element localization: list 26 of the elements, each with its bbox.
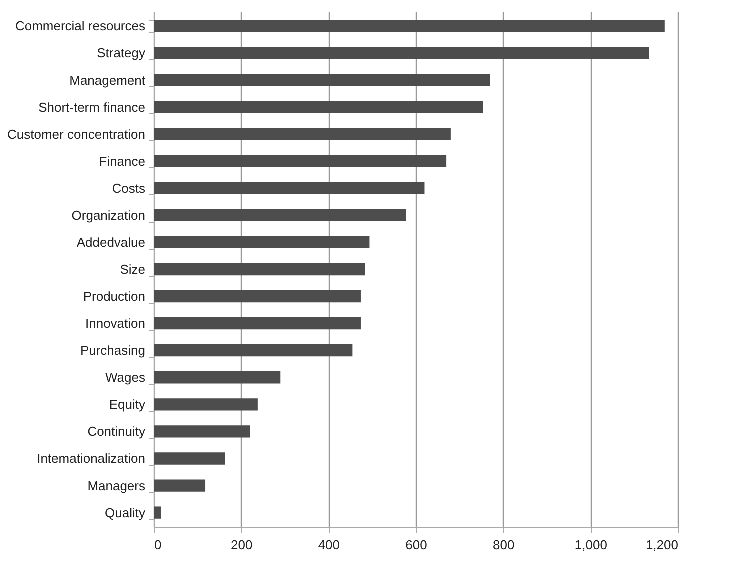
y-tick-label: Costs (112, 180, 146, 196)
x-tick-label: 0 (154, 538, 162, 552)
x-tick-label: 800 (492, 538, 515, 552)
y-tick-label: Intemationalization (37, 451, 146, 466)
y-tick-label: Size (120, 262, 146, 277)
y-tick-label: Quality (105, 505, 146, 520)
y-tick-label: Finance (99, 154, 146, 169)
y-tick-label: Addedvalue (76, 234, 146, 250)
y-tick-label: Continuity (88, 424, 146, 440)
y-tick-label: Managers (88, 478, 146, 494)
y-tick-label: Customer concentration (7, 126, 146, 142)
x-tick-label: 600 (406, 538, 428, 552)
x-tick-label: 200 (230, 538, 253, 552)
y-tick-label: Equity (109, 397, 146, 412)
x-tick-label: 1,200 (646, 538, 678, 552)
y-tick-label: Commercial resources (15, 18, 146, 34)
y-tick-label: Production (83, 289, 146, 304)
y-tick-label: Innovation (86, 316, 146, 332)
x-tick-label: 1,000 (574, 538, 608, 552)
y-tick-label: Purchasing (80, 343, 146, 358)
y-tick-label: Wages (106, 370, 146, 386)
y-tick-label: Organization (72, 208, 146, 223)
x-tick-label: 400 (318, 538, 340, 552)
y-tick-label: Short-term finance (38, 100, 146, 115)
y-tick-label: Strategy (97, 46, 146, 61)
y-tick-label: Management (70, 72, 146, 88)
